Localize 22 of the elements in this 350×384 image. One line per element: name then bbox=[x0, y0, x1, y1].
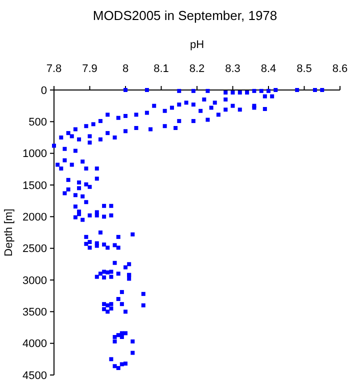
y-tick-label: 1500 bbox=[22, 180, 47, 192]
x-tick-label: 8.1 bbox=[154, 62, 169, 75]
x-tick-label: 8.3 bbox=[225, 62, 240, 75]
x-tick-label: 7.9 bbox=[82, 62, 98, 75]
y-tick-label: 4000 bbox=[22, 338, 47, 350]
x-tick-label: 8.6 bbox=[332, 62, 348, 75]
x-tick-label: 8.5 bbox=[296, 62, 312, 75]
chart-title: MODS2005 in September, 1978 bbox=[92, 8, 278, 23]
x-tick-label: 8 bbox=[122, 62, 129, 75]
y-tick-label: 4500 bbox=[22, 370, 47, 382]
y-tick-label: 3000 bbox=[22, 274, 47, 287]
y-tick-label: 500 bbox=[28, 116, 47, 129]
x-axis-title: pH bbox=[190, 39, 204, 51]
x-tick-label: 8.2 bbox=[189, 62, 205, 75]
y-tick-label: 2500 bbox=[22, 243, 47, 256]
x-tick-label: 8.4 bbox=[260, 62, 276, 75]
y-axis-title: Depth [m] bbox=[3, 208, 15, 256]
y-tick-label: 1000 bbox=[22, 148, 47, 160]
y-tick-label: 0 bbox=[40, 84, 47, 97]
y-tick-label: 2000 bbox=[22, 212, 47, 224]
x-tick-label: 7.8 bbox=[46, 62, 62, 75]
y-tick-label: 3500 bbox=[22, 306, 47, 319]
